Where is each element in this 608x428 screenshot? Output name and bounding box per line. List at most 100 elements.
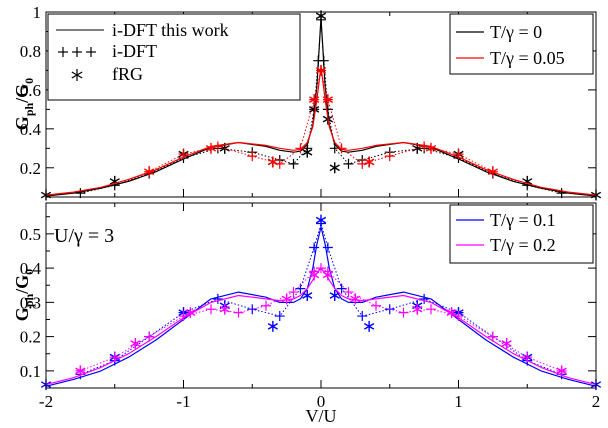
- bottom-frg-point: [267, 320, 278, 332]
- bottom-frg-point: [329, 290, 340, 301]
- top-frg-point: [322, 94, 333, 106]
- top-ylabel-den-sub: 0: [22, 78, 36, 84]
- top-ylabel-sub: ph: [22, 103, 36, 117]
- bottom-xtick-label: -1: [176, 392, 190, 411]
- legend-left-plus-symbol: [58, 47, 96, 57]
- bottom-xtick-label: 0: [317, 392, 326, 411]
- top-frg-point: [329, 162, 340, 174]
- bottom-frg-point: [219, 303, 230, 315]
- bottom-idft-point: [426, 304, 436, 315]
- bottom-idft-point: [309, 242, 320, 253]
- top-ytick-label: 0.4: [20, 120, 42, 139]
- top-frg-point: [487, 166, 498, 178]
- top-idft-point: [288, 158, 299, 169]
- top-frg-point: [144, 166, 155, 178]
- bottom-idft-point: [371, 300, 381, 311]
- top-idft-point: [178, 149, 189, 160]
- bottom-idft-point: [144, 331, 155, 342]
- legend-left-label-1: i-DFT: [112, 41, 157, 61]
- bottom-plot-content: [40, 214, 602, 391]
- bottom-frg-point: [281, 293, 292, 305]
- bottom-idft-point: [274, 311, 285, 322]
- top-ytick-label: 0.8: [20, 42, 41, 61]
- legend-left-star-symbol: [71, 69, 83, 81]
- bottom-panel: 0.10.20.30.40.5-2 -1 0 1 2 Gph/G0 U/γ = 3 T/…: [12, 202, 602, 426]
- top-axis: 0.2 0.4 0.6 0.8 1: [20, 3, 597, 197]
- legend-left-box: [47, 13, 301, 101]
- bottom-frg-point: [322, 269, 333, 281]
- top-panel: 0.2 0.4 0.6 0.8 1 Gph/G0 i-DFT this work i-D…: [12, 3, 602, 201]
- top-idft-point: [295, 143, 306, 154]
- top-idft-point: [75, 188, 86, 199]
- top-idft-point: [556, 188, 567, 199]
- legend-bottom-right-box: [449, 204, 594, 264]
- bottom-frg-point: [130, 337, 141, 349]
- bottom-idft-point: [453, 311, 464, 322]
- bottom-ytick-label: 0.4: [20, 259, 42, 278]
- bottom-idft-point: [336, 283, 347, 294]
- top-frg-point: [309, 94, 320, 106]
- bottom-xtick-label: -2: [39, 392, 53, 411]
- bottom-ylabel-den-sub: 0: [22, 269, 36, 275]
- top-idft-point: [318, 55, 329, 66]
- bottom-xtick-label: 2: [592, 392, 601, 411]
- bottom-ytick-label: 0.3: [20, 293, 41, 312]
- top-ytick-label: 0.6: [20, 81, 41, 100]
- top-frg-point: [364, 156, 375, 168]
- top-frg-point: [425, 142, 437, 154]
- bottom-ylabel-sub: ph: [22, 294, 36, 308]
- bottom-frg-point: [364, 320, 375, 332]
- top-idft-dotted-1: [148, 70, 494, 173]
- bottom-idft-point: [487, 331, 498, 342]
- bottom-idft-point: [343, 287, 354, 298]
- top-ytick-label: 1: [33, 3, 42, 22]
- bottom-idft-point: [322, 242, 333, 253]
- bottom-ytick-label: 0.2: [20, 328, 41, 347]
- bottom-frg-point: [75, 365, 86, 377]
- bottom-idft-point: [261, 300, 271, 311]
- bottom-idft-point: [233, 307, 244, 318]
- legend-left-label-2: fRG: [112, 64, 143, 84]
- bottom-frg-point: [412, 303, 423, 315]
- bottom-idft-point: [288, 287, 299, 298]
- top-idft-point: [453, 149, 464, 160]
- top-ylabel-main: G: [12, 116, 32, 130]
- legend-top-right-box: [449, 13, 594, 75]
- top-frg-point: [522, 175, 533, 187]
- bottom-series-line-1: [45, 267, 597, 386]
- top-frg-point: [302, 146, 313, 158]
- legend-bottom-right-label-1: T/γ = 0.2: [490, 235, 556, 255]
- bottom-idft-point: [212, 293, 223, 304]
- bottom-idft-point: [419, 293, 430, 304]
- bottom-frg-point: [309, 269, 320, 281]
- top-idft-dotted-0: [80, 19, 562, 194]
- bottom-frg-point: [185, 307, 196, 319]
- top-ylabel: Gph/G0: [12, 78, 36, 130]
- x-axis-label: V/U: [306, 406, 337, 426]
- bottom-idft-dotted-1: [80, 267, 562, 372]
- bottom-ylabel: Gph/G0: [12, 269, 36, 321]
- legend-bottom-right-label-0: T/γ = 0.1: [490, 210, 556, 230]
- bottom-idft-point: [247, 304, 258, 315]
- top-frg-point: [205, 142, 217, 154]
- top-plot-content: [40, 10, 602, 201]
- top-idft-point: [322, 104, 333, 115]
- top-idft-point: [384, 151, 395, 162]
- bottom-annotation: U/γ = 3: [54, 225, 114, 247]
- bottom-idft-point: [357, 311, 368, 322]
- bottom-idft-point: [316, 263, 326, 274]
- bottom-idft-point: [398, 307, 409, 318]
- bottom-frg-point: [315, 214, 327, 226]
- bottom-frg-point: [556, 365, 567, 377]
- top-idft-point: [343, 158, 354, 169]
- top-idft-point: [247, 151, 258, 162]
- bottom-idft-point: [206, 304, 216, 315]
- bottom-frg-point: [350, 293, 361, 305]
- bottom-idft-point: [178, 311, 189, 322]
- top-frg-point: [109, 175, 120, 187]
- top-frg-point: [309, 103, 320, 115]
- legend-top-right-label-0: T/γ = 0: [490, 22, 542, 42]
- top-frg-point: [315, 64, 327, 76]
- bottom-ytick-label: 0.1: [20, 362, 41, 381]
